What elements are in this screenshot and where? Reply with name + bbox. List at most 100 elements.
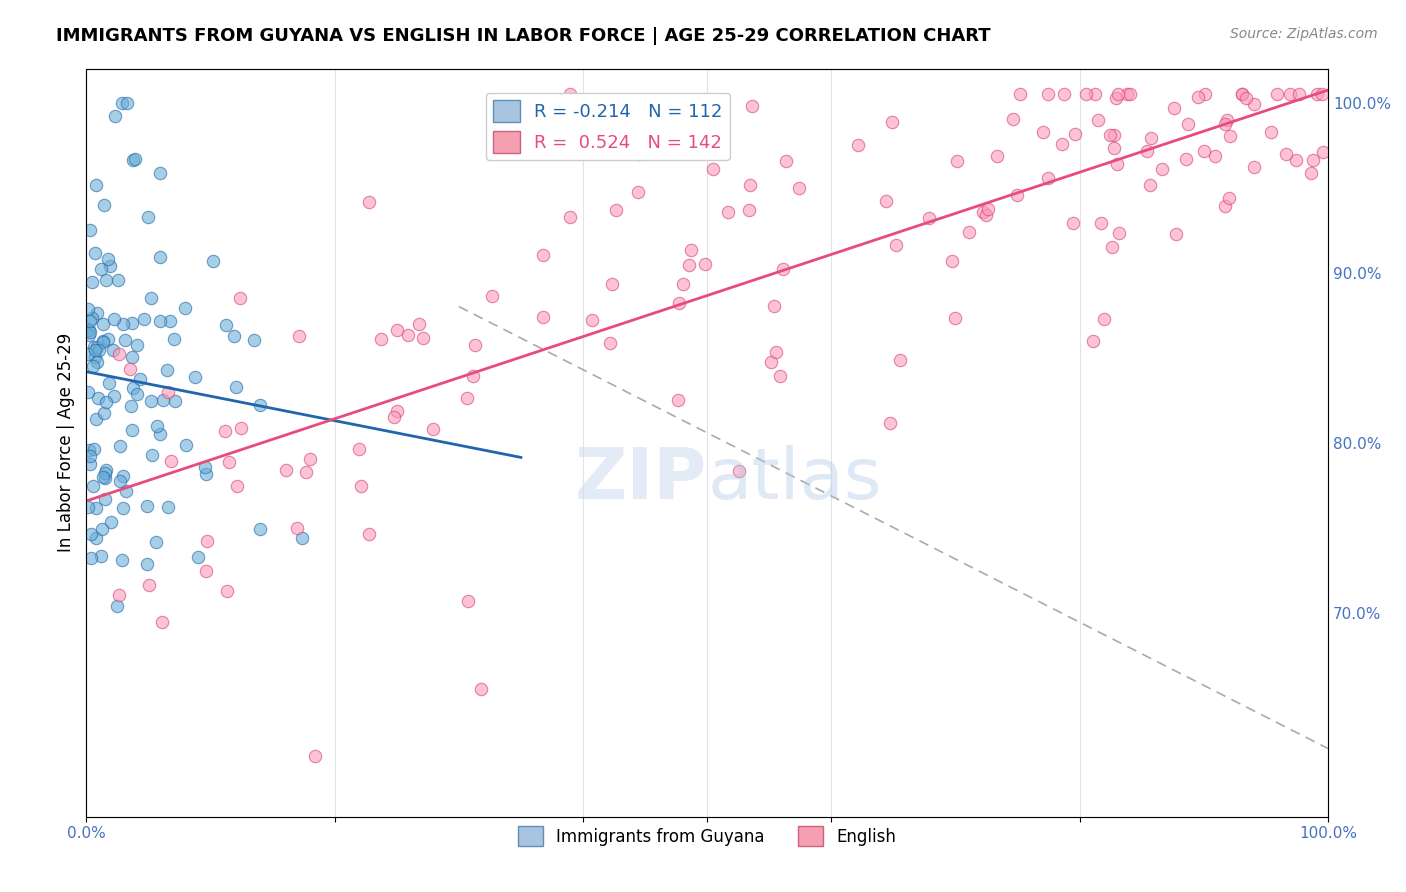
pink (728, 464, 751, 478)
pink (1301, 166, 1323, 180)
pink (359, 527, 381, 541)
pink (738, 202, 761, 217)
blue (79, 457, 101, 471)
pink (531, 310, 554, 324)
pink (1136, 145, 1159, 159)
blue (157, 500, 180, 514)
blue (101, 343, 124, 358)
blue (77, 442, 100, 457)
pink (1194, 87, 1216, 101)
pink (1064, 127, 1087, 141)
blue (148, 313, 170, 327)
pink (1036, 87, 1059, 101)
blue (149, 166, 172, 180)
pink (1230, 87, 1253, 101)
pink (977, 202, 1000, 216)
pink (1275, 146, 1298, 161)
pink (775, 154, 797, 169)
pink (1213, 117, 1236, 131)
pink (1150, 162, 1173, 177)
blue (174, 438, 197, 452)
pink (986, 149, 1008, 163)
blue (94, 471, 117, 485)
pink (1219, 129, 1241, 144)
pink (1213, 199, 1236, 213)
blue (121, 350, 143, 364)
blue (76, 323, 98, 337)
pink (156, 384, 179, 399)
pink (464, 337, 486, 351)
blue (145, 535, 167, 549)
blue (76, 500, 98, 515)
pink (396, 328, 419, 343)
blue (84, 500, 107, 515)
blue (79, 223, 101, 237)
pink (880, 115, 903, 129)
pink (214, 425, 236, 439)
pink (889, 352, 911, 367)
blue (93, 317, 115, 331)
blue (97, 376, 120, 391)
pink (972, 205, 994, 219)
blue (107, 272, 129, 286)
pink (846, 138, 869, 153)
blue (84, 531, 107, 545)
pink (422, 421, 444, 435)
pink (941, 254, 963, 268)
blue (136, 558, 159, 572)
pink (789, 181, 811, 195)
blue (104, 109, 127, 123)
blue (96, 395, 118, 409)
pink (347, 442, 370, 457)
blue (249, 523, 271, 537)
pink (605, 203, 627, 218)
pink (762, 299, 785, 313)
blue (148, 250, 170, 264)
blue (125, 338, 148, 352)
pink (470, 681, 492, 696)
pink (108, 588, 131, 602)
pink (717, 205, 740, 219)
blue (141, 393, 163, 408)
pink (1102, 128, 1125, 142)
pink (695, 257, 717, 271)
pink (194, 564, 217, 578)
pink (672, 277, 695, 292)
pink (1177, 118, 1199, 132)
blue (77, 302, 100, 317)
blue (94, 491, 117, 506)
pink (1312, 145, 1334, 160)
blue (222, 329, 245, 343)
blue (83, 350, 105, 364)
blue (83, 340, 105, 354)
blue (94, 273, 117, 287)
pink (918, 211, 941, 225)
blue (122, 153, 145, 167)
blue (91, 470, 114, 484)
blue (89, 343, 111, 357)
pink (457, 594, 479, 608)
pink (581, 313, 603, 327)
blue (93, 334, 115, 349)
blue (156, 363, 179, 377)
blue (93, 198, 115, 212)
pink (738, 178, 761, 192)
pink (120, 362, 142, 376)
blue (79, 449, 101, 463)
blue (249, 398, 271, 412)
pink (884, 238, 907, 252)
blue (132, 311, 155, 326)
blue (201, 254, 224, 268)
pink (1234, 91, 1257, 105)
blue (159, 314, 181, 328)
blue (110, 439, 132, 453)
pink (195, 533, 218, 548)
pink (1002, 112, 1025, 127)
pink (463, 368, 485, 383)
pink (959, 225, 981, 239)
blue (94, 467, 117, 481)
pink (1032, 125, 1054, 139)
pink (759, 355, 782, 369)
pink (387, 323, 409, 337)
blue (115, 95, 138, 110)
